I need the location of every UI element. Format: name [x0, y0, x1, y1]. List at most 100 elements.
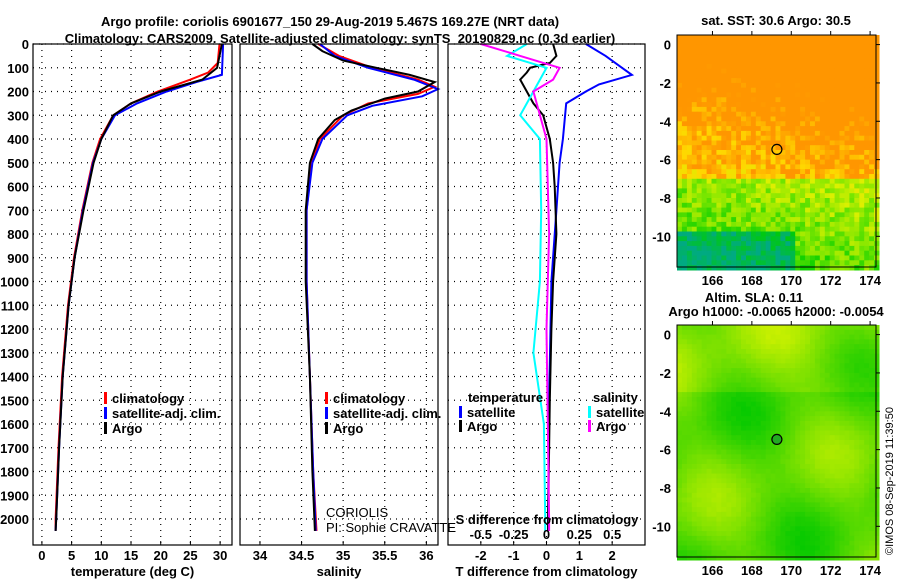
map-cell [760, 135, 767, 142]
map-cell [814, 464, 821, 470]
map-cell [874, 68, 880, 74]
map-cell [691, 353, 698, 360]
map-cell [780, 245, 786, 252]
map-cell [775, 396, 781, 403]
map-cell [819, 265, 826, 271]
map-cell [800, 540, 806, 547]
map-cell [834, 241, 841, 247]
map-cell [790, 183, 796, 189]
map-cell [706, 368, 713, 374]
map-cell [805, 454, 811, 460]
map-cell [864, 488, 870, 494]
map-cell [726, 106, 732, 113]
map-cell [800, 497, 806, 503]
map-cell [790, 358, 796, 364]
map-cell [800, 106, 806, 113]
map-cell [755, 106, 762, 113]
map-cell [677, 169, 683, 175]
map-cell [864, 193, 870, 199]
map-cell [839, 221, 845, 228]
map-cell [819, 68, 826, 74]
map-cell [755, 372, 762, 379]
map-cell [790, 516, 796, 523]
map-cell [765, 73, 772, 79]
map-cell [736, 231, 742, 237]
map-cell [795, 416, 801, 422]
map-cell [780, 207, 786, 213]
map-cell [706, 406, 713, 412]
map-cell [854, 39, 860, 46]
map-cell [731, 459, 737, 465]
map-cell [750, 416, 757, 422]
map-cell [780, 169, 786, 175]
map-cell [686, 416, 693, 422]
map-cell [814, 130, 821, 137]
map-cell [765, 382, 772, 388]
map-cell [790, 106, 796, 113]
map-cell [755, 488, 762, 494]
map-cell [716, 531, 722, 537]
map-cell [805, 387, 811, 393]
map-cell [829, 344, 836, 350]
map-cell [765, 164, 772, 170]
map-cell [800, 329, 806, 336]
map-cell [824, 217, 831, 223]
map-cell [750, 483, 757, 489]
map-cell [829, 416, 836, 422]
map-cell [824, 221, 831, 228]
map-cell [726, 49, 732, 55]
map-cell [731, 78, 737, 84]
map-cell [834, 121, 841, 127]
map-cell [775, 78, 781, 84]
map-cell [755, 198, 762, 204]
map-cell [765, 97, 772, 103]
map-cell [686, 178, 693, 185]
map-cell [854, 198, 860, 204]
map-cell [731, 416, 737, 422]
map-cell [854, 207, 860, 213]
map-cell [795, 130, 801, 137]
map-cell [874, 49, 880, 55]
map-cell [701, 473, 708, 479]
map-cell [741, 217, 747, 223]
map-cell [755, 78, 762, 84]
map-cell [731, 531, 737, 537]
map-cell [681, 212, 688, 218]
map-cell [790, 440, 796, 446]
map-cell [874, 73, 880, 79]
map-cell [726, 358, 732, 364]
map-cell [736, 435, 742, 441]
map-cell [834, 260, 841, 266]
map-cell [711, 116, 717, 122]
map-cell [790, 444, 796, 451]
map-cell [726, 516, 732, 523]
map-cell [711, 217, 717, 223]
map-cell [874, 488, 880, 494]
map-cell [677, 492, 683, 499]
map-cell [819, 54, 826, 60]
map-cell [829, 325, 836, 331]
map-cell [829, 540, 836, 547]
map-cell [834, 488, 841, 494]
map-cell [736, 545, 742, 551]
map-cell [746, 159, 752, 165]
map-cell [746, 82, 752, 89]
map-cell [765, 329, 772, 336]
map-cell [706, 78, 713, 84]
map-cell [795, 406, 801, 412]
map-cell [795, 459, 801, 465]
map-cell [859, 416, 865, 422]
map-cell [790, 198, 796, 204]
map-cell [701, 440, 708, 446]
map-cell [765, 468, 772, 475]
map-cell [686, 59, 693, 65]
series-line-argo [54, 43, 223, 531]
map-cell [696, 353, 703, 360]
map-cell [721, 535, 727, 542]
map-cell [814, 212, 821, 218]
map-cell [696, 382, 703, 388]
map-cell [859, 430, 865, 436]
map-cell [819, 387, 826, 393]
map-cell [770, 121, 777, 127]
map-cell [691, 497, 698, 503]
